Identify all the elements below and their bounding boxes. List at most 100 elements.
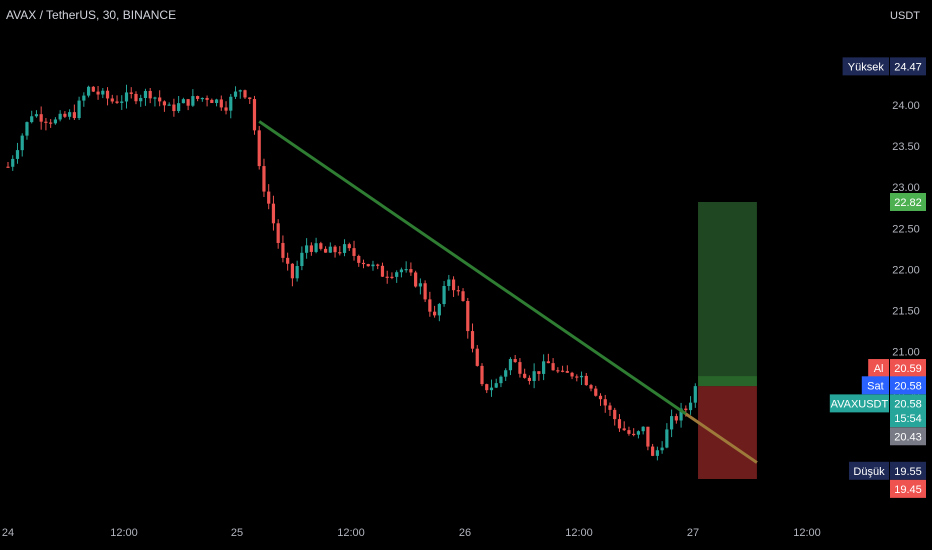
candle xyxy=(229,93,233,119)
time-tick: 12:00 xyxy=(565,527,593,539)
candle xyxy=(442,280,446,307)
candle xyxy=(186,98,190,111)
candle xyxy=(257,126,261,170)
candle xyxy=(617,414,622,432)
candle xyxy=(243,89,247,100)
candle xyxy=(513,354,517,363)
candle xyxy=(376,263,380,270)
candle xyxy=(518,358,522,378)
candle xyxy=(636,430,641,439)
candle xyxy=(267,184,271,210)
candle xyxy=(489,379,494,397)
entry-band xyxy=(698,376,757,387)
candle xyxy=(68,109,72,120)
candle xyxy=(622,421,626,432)
candle xyxy=(399,267,404,278)
candle xyxy=(200,97,204,102)
candle xyxy=(181,97,185,104)
candle xyxy=(286,252,290,271)
candle xyxy=(594,385,598,397)
trendline-upper[interactable] xyxy=(258,120,687,416)
candle xyxy=(101,88,105,99)
candle xyxy=(129,87,133,99)
candle xyxy=(508,357,513,376)
candle xyxy=(224,101,228,115)
currency-label: USDT xyxy=(890,10,920,22)
candle xyxy=(655,446,659,461)
price-tick: 22.00 xyxy=(892,264,920,276)
price-label-ask: 20.59 Al xyxy=(868,359,926,378)
candle xyxy=(546,353,550,364)
candle xyxy=(177,96,181,113)
price-label-low: 19.55 Düşük xyxy=(849,461,926,480)
candle xyxy=(39,106,43,130)
candle xyxy=(309,242,313,256)
time-tick: 12:00 xyxy=(793,527,821,539)
candle xyxy=(551,358,555,371)
svg-text:24.47: 24.47 xyxy=(894,61,922,73)
candle xyxy=(603,394,607,413)
candle xyxy=(414,270,418,288)
time-tick: 24 xyxy=(2,527,14,539)
svg-text:20.43: 20.43 xyxy=(894,431,922,443)
candle xyxy=(499,375,503,388)
trendline-lower[interactable] xyxy=(684,412,758,464)
candle xyxy=(333,245,337,258)
candle xyxy=(437,302,441,322)
svg-text:Yüksek: Yüksek xyxy=(848,61,885,73)
stop-loss-zone[interactable] xyxy=(698,386,757,480)
svg-text:Düşük: Düşük xyxy=(853,466,885,478)
candle xyxy=(25,121,29,140)
candle xyxy=(380,262,385,277)
candle xyxy=(196,95,200,102)
candle xyxy=(579,371,584,386)
candle xyxy=(205,95,209,107)
candle xyxy=(6,162,10,168)
candle xyxy=(148,88,152,104)
chart-title: AVAX / TetherUS, 30, BINANCE xyxy=(6,8,177,22)
candle xyxy=(11,155,15,171)
candles xyxy=(6,84,697,461)
candle xyxy=(461,288,465,302)
candle xyxy=(480,363,484,387)
price-labels: 24.47 Yüksek 22.82 20.59 Al 20.58 Sat 20.58 AVAX… xyxy=(829,57,926,498)
candle xyxy=(30,110,34,124)
candle xyxy=(660,441,664,454)
price-label-target: 22.82 xyxy=(890,192,926,211)
candle xyxy=(494,378,498,389)
price-tick: 24.00 xyxy=(892,100,920,112)
candle xyxy=(219,95,223,111)
time-tick: 12:00 xyxy=(110,527,138,539)
candle xyxy=(347,242,351,251)
candle xyxy=(542,354,546,381)
candle xyxy=(238,89,242,99)
price-label-symbol: 20.58 AVAXUSDT xyxy=(829,394,926,413)
candle xyxy=(409,262,413,276)
svg-text:20.59: 20.59 xyxy=(894,363,922,375)
time-tick: 26 xyxy=(459,527,471,539)
candle xyxy=(688,396,693,415)
svg-text:Al: Al xyxy=(874,363,884,375)
candle xyxy=(428,291,432,317)
candle xyxy=(252,95,257,135)
candle xyxy=(305,238,309,259)
candle xyxy=(670,409,674,438)
price-label-entry: 20.43 xyxy=(890,427,926,446)
candle xyxy=(139,94,143,107)
price-tick: 22.50 xyxy=(892,223,920,235)
candle xyxy=(53,117,57,125)
candle xyxy=(167,102,171,106)
candle xyxy=(82,92,86,107)
candle xyxy=(556,367,560,374)
candle xyxy=(77,96,81,120)
candle xyxy=(162,100,167,112)
candle xyxy=(328,242,332,253)
candle xyxy=(646,426,650,451)
candle xyxy=(115,95,119,104)
candle xyxy=(366,263,370,267)
candle xyxy=(210,98,214,104)
svg-text:19.55: 19.55 xyxy=(894,466,922,478)
candle xyxy=(613,407,617,426)
take-profit-zone[interactable] xyxy=(698,201,757,387)
